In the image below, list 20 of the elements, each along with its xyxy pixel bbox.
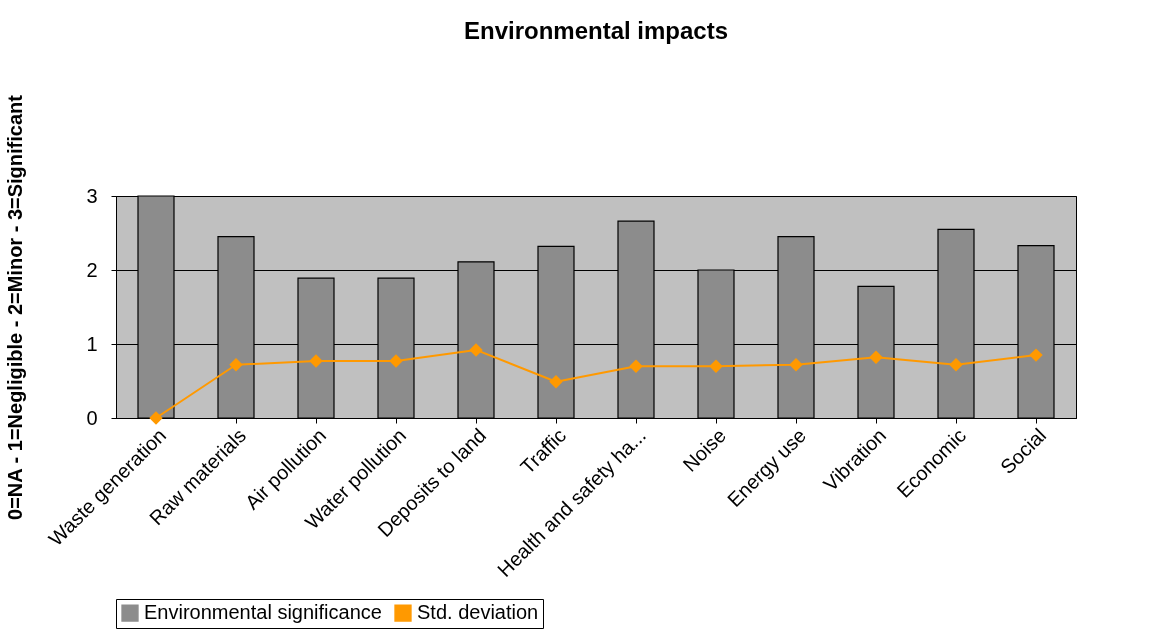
point xyxy=(949,358,963,372)
y-tick-label: 2 xyxy=(86,258,98,281)
point xyxy=(229,358,243,372)
point xyxy=(709,359,723,373)
point xyxy=(789,358,803,372)
y-tick-label: 1 xyxy=(86,332,98,355)
point xyxy=(549,375,563,389)
point xyxy=(469,343,483,357)
point xyxy=(869,350,883,365)
chart-title: Environmental impacts xyxy=(463,17,729,45)
legend-label: Environmental significance xyxy=(144,601,382,624)
y-axis-title: 0=NA - 1=Negligible - 2=Minor - 3=Significant xyxy=(4,94,27,520)
y-tick-label: 3 xyxy=(86,184,98,207)
point xyxy=(629,359,643,373)
point xyxy=(309,354,323,368)
point xyxy=(149,411,163,425)
y-tick-label: 0 xyxy=(86,406,98,429)
legend-label: Std. deviation xyxy=(417,601,539,624)
point xyxy=(389,354,403,368)
point xyxy=(1029,348,1043,362)
